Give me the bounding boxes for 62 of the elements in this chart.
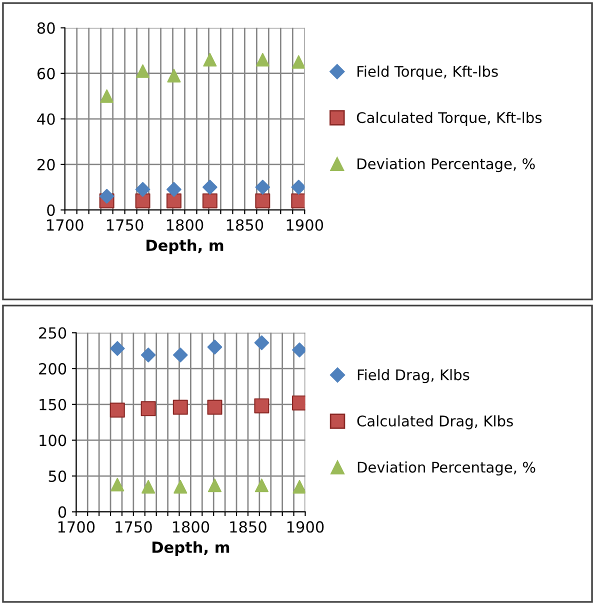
point (202, 180, 218, 195)
y-tick-label: 100 (40, 434, 66, 446)
x-tick-label: 1750 (107, 219, 144, 231)
x-tick-label: 1900 (287, 521, 324, 533)
x-axis-title: Depth, m (152, 541, 230, 556)
point (136, 64, 150, 78)
point (208, 478, 222, 492)
x-tick-label: 1700 (58, 521, 95, 533)
point (110, 341, 125, 356)
y-tick-label: 0 (58, 506, 66, 518)
y-tick-label: 50 (48, 470, 66, 482)
legend-label: Field Drag, Klbs (358, 369, 470, 384)
point (142, 480, 156, 494)
point (140, 348, 156, 362)
y-tick-label: 250 (39, 327, 66, 339)
y-tick-label: 80 (37, 22, 55, 34)
point (202, 193, 218, 208)
y-tick-label: 20 (38, 158, 55, 170)
y-tick-label: 60 (37, 68, 55, 80)
point (292, 55, 305, 69)
point (256, 52, 270, 67)
point (110, 478, 124, 492)
point (99, 188, 114, 204)
point (140, 401, 156, 416)
point (254, 335, 270, 350)
x-tick-label: 1850 (226, 219, 264, 231)
point (292, 480, 306, 494)
y-tick-label: 150 (40, 398, 66, 410)
x-tick-label: 1800 (166, 219, 204, 231)
point (207, 340, 222, 355)
point (291, 180, 305, 195)
point (172, 348, 188, 362)
x-tick-label: 1700 (47, 219, 84, 231)
y-tick-label: 0 (47, 204, 55, 216)
point (255, 193, 270, 208)
x-tick-label: 1750 (116, 521, 152, 533)
point (135, 182, 150, 197)
x-tick-label: 1900 (286, 219, 324, 231)
point (110, 402, 125, 418)
point (166, 182, 182, 197)
x-tick-label: 1800 (172, 521, 210, 533)
point (207, 400, 222, 415)
point (166, 193, 182, 208)
point (254, 478, 269, 492)
point (100, 89, 114, 103)
point (172, 400, 188, 415)
x-axis-title: Depth, m (146, 239, 224, 254)
legend-label: Field Torque, Kft-lbs (358, 66, 498, 80)
point (135, 193, 150, 208)
point (203, 52, 217, 67)
point (174, 480, 188, 494)
legend-label: Calculated Drag, Klbs (357, 415, 513, 430)
y-tick-label: 200 (39, 363, 66, 375)
y-tick-label: 40 (37, 113, 55, 125)
point (167, 68, 181, 82)
point (254, 398, 270, 414)
x-tick-label: 1850 (230, 521, 266, 533)
legend-label: Deviation Percentage, % (358, 158, 535, 172)
point (255, 180, 270, 195)
point (291, 193, 305, 208)
legend-label: Calculated Torque, Kft-lbs (356, 112, 542, 126)
legend-label: Deviation Percentage, % (358, 461, 536, 476)
